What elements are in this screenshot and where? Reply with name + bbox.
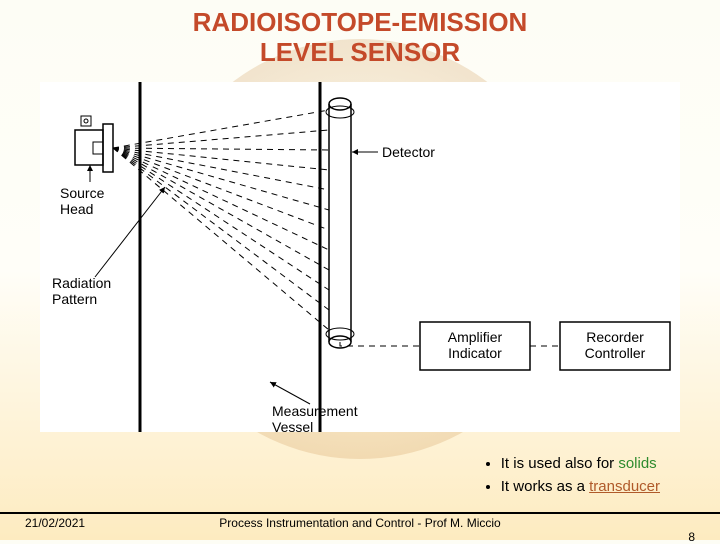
slide-title: RADIOISOTOPE-EMISSION LEVEL SENSOR: [0, 0, 720, 68]
radiation-rays: [113, 110, 329, 330]
footer-page: 8: [688, 530, 695, 544]
detector-tube: [326, 98, 354, 348]
bullet-list: It is used also for solids It works as a…: [461, 455, 660, 501]
svg-text:Detector: Detector: [382, 144, 435, 160]
footer-date: 21/02/2021: [25, 516, 85, 530]
title-line2: LEVEL SENSOR: [260, 37, 460, 67]
recorder-box: RecorderController: [560, 322, 670, 370]
svg-text:Head: Head: [60, 201, 93, 217]
source-head: [75, 116, 113, 172]
highlight-transducer: transducer: [589, 478, 660, 495]
svg-text:Recorder: Recorder: [586, 329, 644, 345]
svg-text:Radiation: Radiation: [52, 275, 111, 291]
svg-text:Vessel: Vessel: [272, 419, 313, 432]
diagram-svg: AmplifierIndicator RecorderController So…: [40, 82, 680, 432]
svg-text:Measurement: Measurement: [272, 403, 358, 419]
svg-text:Controller: Controller: [585, 345, 646, 361]
amplifier-box: AmplifierIndicator: [420, 322, 530, 370]
footer-center: Process Instrumentation and Control - Pr…: [0, 516, 720, 530]
diagram-area: AmplifierIndicator RecorderController So…: [40, 82, 680, 432]
footer: 21/02/2021 Process Instrumentation and C…: [0, 512, 720, 530]
bullet-2: It works as a transducer: [501, 478, 660, 495]
bullet-1: It is used also for solids: [501, 455, 660, 472]
svg-text:Pattern: Pattern: [52, 291, 97, 307]
vessel: [140, 82, 320, 432]
svg-text:Amplifier: Amplifier: [448, 329, 503, 345]
title-line1: RADIOISOTOPE-EMISSION: [193, 7, 528, 37]
highlight-solids: solids: [618, 455, 656, 472]
svg-text:Source: Source: [60, 185, 105, 201]
callouts: SourceHead RadiationPattern Detector Measur…: [52, 144, 435, 432]
svg-text:Indicator: Indicator: [448, 345, 502, 361]
